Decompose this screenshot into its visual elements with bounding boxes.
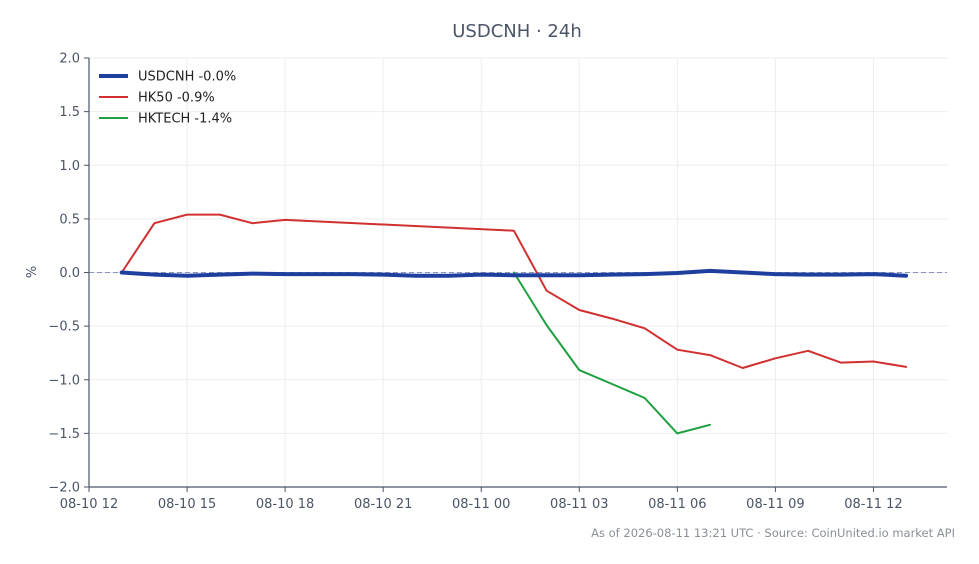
y-tick-label: 0.0 xyxy=(59,266,80,281)
y-axis-label: % xyxy=(25,266,40,278)
x-tick-label: 08-10 21 xyxy=(354,497,412,512)
series-line-2 xyxy=(512,271,711,435)
y-tick-label: 0.5 xyxy=(59,212,80,227)
legend-label: USDCNH -0.0% xyxy=(138,70,236,85)
y-tick-label: −2.0 xyxy=(48,481,80,496)
legend: USDCNH -0.0% HK50 -0.9% HKTECH -1.4% xyxy=(99,70,236,127)
y-tick-label: −1.5 xyxy=(48,427,80,442)
y-axis-ticks: −2.0 −1.5 −1.0 −0.5 0.0 0.5 1.0 1.5 2.0 xyxy=(48,52,89,496)
x-tick-label: 08-11 12 xyxy=(844,497,902,512)
chart-title: USDCNH · 24h xyxy=(452,21,582,42)
series-line-1 xyxy=(120,213,908,369)
footer-source: As of 2026-08-11 13:21 UTC · Source: Coi… xyxy=(591,526,955,540)
x-tick-label: 08-11 03 xyxy=(550,497,608,512)
y-tick-label: −1.0 xyxy=(48,373,80,388)
series-line-0 xyxy=(119,268,909,278)
x-tick-label: 08-10 15 xyxy=(158,497,216,512)
x-axis-ticks: 08-10 12 08-10 15 08-10 18 08-10 21 08-11 00… xyxy=(60,487,903,512)
x-tick-label: 08-11 09 xyxy=(746,497,804,512)
x-tick-label: 08-11 06 xyxy=(648,497,706,512)
y-tick-label: 2.0 xyxy=(59,52,80,67)
y-tick-label: 1.0 xyxy=(59,159,80,174)
x-tick-label: 08-10 12 xyxy=(60,497,118,512)
legend-label: HK50 -0.9% xyxy=(138,91,215,106)
x-tick-label: 08-10 18 xyxy=(256,497,314,512)
y-tick-label: −0.5 xyxy=(48,320,80,335)
series-layer xyxy=(119,213,909,435)
x-tick-label: 08-11 00 xyxy=(452,497,510,512)
legend-label: HKTECH -1.4% xyxy=(138,112,232,127)
y-tick-label: 1.5 xyxy=(59,105,80,120)
